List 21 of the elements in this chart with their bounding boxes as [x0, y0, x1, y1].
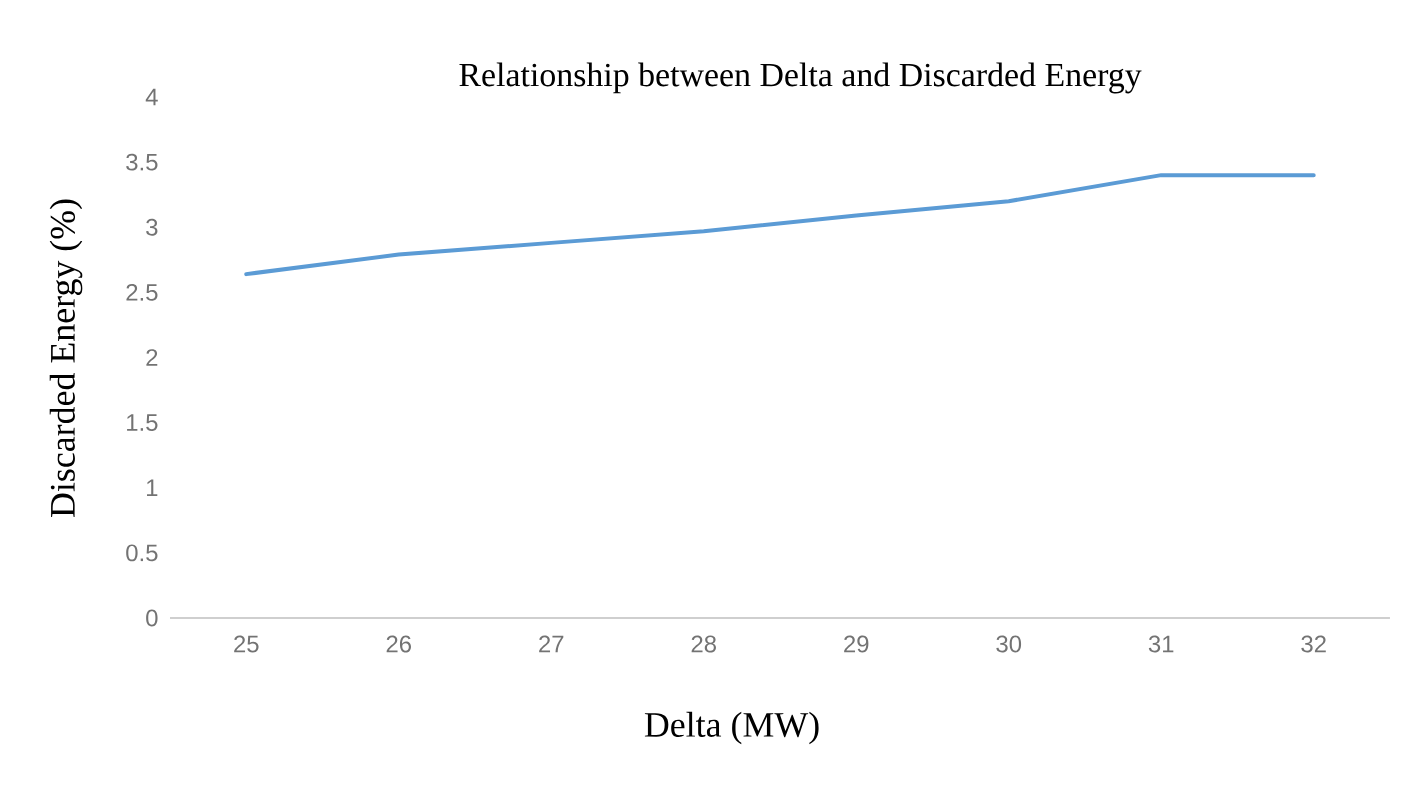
x-tick-label: 30	[996, 635, 1022, 653]
y-tick-label: 0	[146, 609, 158, 627]
x-tick-label: 31	[1148, 635, 1174, 653]
line-series	[244, 173, 1316, 277]
y-tick-label: 2	[146, 349, 158, 366]
y-tick-label: 1	[147, 479, 158, 496]
x-tick-label: 28	[691, 635, 716, 653]
y-tick-label: 1.5	[127, 414, 158, 431]
x-tick-label: 26	[386, 635, 411, 653]
x-tick-label: 25	[234, 635, 259, 653]
y-tick-label: 4	[145, 88, 158, 106]
chart-title: Relationship between Delta and Discarded Energy	[459, 62, 1142, 94]
y-tick-label: 3.5	[126, 153, 158, 171]
x-axis-title: Delta (MW)	[644, 711, 819, 745]
y-tick-label: 2.5	[126, 283, 158, 301]
y-tick-label: 3	[146, 218, 158, 236]
x-tick-label: 27	[539, 635, 564, 653]
y-axis-title: Discarded Energy (%)	[49, 199, 83, 517]
x-tick-label: 29	[844, 635, 869, 653]
x-tick-label: 32	[1301, 635, 1326, 653]
y-tick-label: 0.5	[126, 544, 158, 562]
